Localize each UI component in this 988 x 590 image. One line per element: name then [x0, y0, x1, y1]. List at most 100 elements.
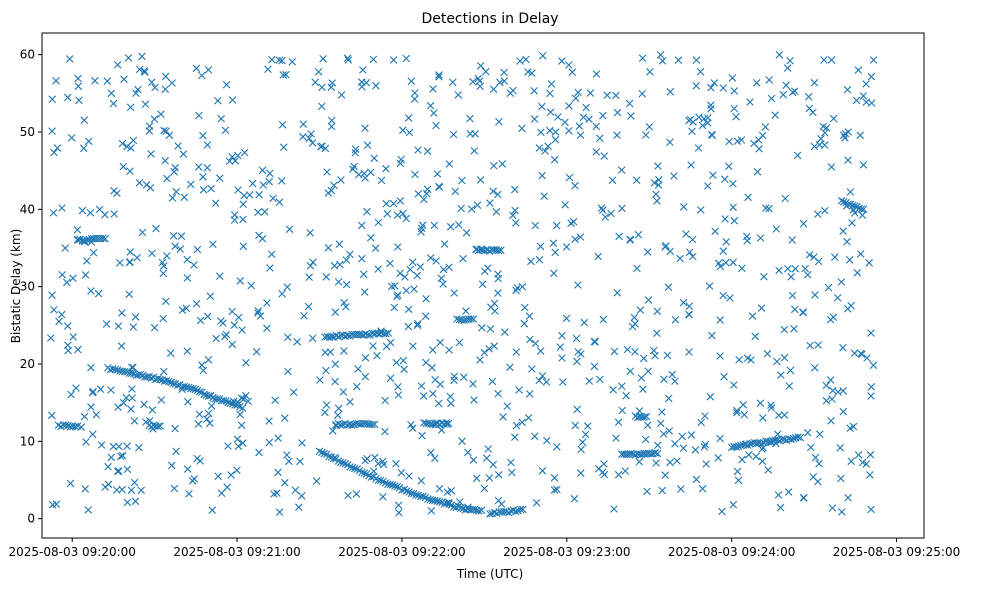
detection-point	[439, 265, 448, 274]
detection-point	[476, 176, 485, 184]
detection-point	[450, 376, 458, 385]
detection-point	[821, 129, 829, 137]
detection-point	[668, 370, 676, 379]
detection-point	[161, 72, 170, 81]
detection-point	[783, 64, 792, 72]
detection-point	[581, 430, 590, 439]
detection-point	[136, 370, 145, 379]
detection-point	[381, 396, 389, 405]
detection-point	[571, 181, 579, 190]
detection-point	[867, 392, 875, 400]
detection-point	[811, 453, 820, 462]
detection-point	[419, 392, 428, 400]
detection-point	[399, 356, 408, 365]
detection-point	[565, 102, 573, 110]
detection-point	[752, 79, 761, 87]
detection-point	[705, 282, 714, 290]
detection-point	[867, 72, 876, 81]
detection-point	[91, 76, 99, 85]
detection-point	[154, 422, 162, 431]
detection-point	[271, 396, 279, 405]
detection-point	[61, 244, 69, 252]
detection-point	[851, 202, 859, 210]
detection-point	[670, 172, 678, 180]
detection-point	[304, 302, 313, 311]
detection-point	[467, 205, 476, 213]
detection-point	[344, 491, 352, 500]
detection-point	[236, 277, 244, 285]
detection-point	[829, 114, 838, 123]
detection-point	[525, 390, 534, 398]
detection-point	[694, 144, 703, 152]
detection-point	[220, 396, 228, 405]
detection-point	[547, 80, 556, 88]
detection-point	[550, 486, 559, 494]
detection-point	[494, 471, 503, 479]
detection-point	[121, 367, 129, 376]
detection-point	[242, 358, 250, 367]
detection-point	[123, 142, 131, 151]
detection-point	[841, 129, 850, 138]
detection-point	[653, 307, 662, 316]
detection-point	[359, 66, 367, 74]
detection-point	[630, 313, 639, 322]
detection-point	[641, 435, 650, 444]
detection-point	[416, 263, 425, 271]
detection-point	[719, 247, 727, 255]
detection-point	[428, 363, 436, 372]
detection-point	[846, 188, 855, 196]
detection-point	[252, 348, 261, 356]
detection-point	[734, 442, 743, 451]
detection-point	[867, 99, 876, 107]
detection-point	[785, 382, 794, 390]
detection-point	[173, 381, 182, 390]
detection-point	[358, 468, 366, 477]
detection-point	[685, 116, 693, 125]
detection-point	[147, 374, 156, 382]
detection-point	[190, 475, 198, 483]
detection-point	[518, 418, 526, 427]
detection-point	[422, 295, 430, 303]
detection-point	[445, 346, 453, 354]
detection-point	[775, 51, 784, 59]
detection-point	[281, 478, 289, 487]
detection-point	[190, 261, 198, 269]
detection-point	[396, 197, 405, 205]
detection-point	[78, 237, 87, 245]
detection-point	[621, 467, 630, 475]
detection-point	[325, 452, 333, 461]
detection-point	[513, 284, 522, 292]
detection-point	[330, 261, 339, 270]
detection-point	[48, 501, 57, 509]
detection-point	[457, 204, 465, 213]
detection-point	[519, 505, 527, 514]
detection-point	[794, 433, 802, 441]
detection-point	[644, 296, 653, 304]
detection-point	[836, 444, 844, 452]
detection-point	[643, 421, 652, 429]
detection-point	[180, 193, 189, 202]
detection-point	[622, 391, 630, 400]
detection-point	[806, 341, 814, 350]
detection-point	[124, 54, 133, 62]
detection-point	[204, 66, 213, 74]
detection-point	[661, 471, 670, 479]
detection-point	[635, 457, 644, 466]
detection-point	[396, 269, 404, 278]
detection-point	[255, 190, 263, 199]
detection-point	[135, 179, 144, 187]
detection-point	[816, 430, 824, 438]
detection-point	[486, 325, 495, 333]
detection-point	[532, 499, 541, 507]
detection-point	[608, 176, 617, 185]
detection-point	[117, 342, 126, 350]
detection-point	[610, 505, 618, 513]
detection-point	[171, 242, 179, 250]
detection-point	[217, 489, 226, 497]
detection-point	[129, 363, 137, 372]
detection-point	[665, 427, 674, 435]
detection-point	[329, 427, 337, 435]
detection-point	[592, 122, 601, 131]
detection-point	[820, 56, 828, 64]
detection-point	[390, 303, 399, 312]
